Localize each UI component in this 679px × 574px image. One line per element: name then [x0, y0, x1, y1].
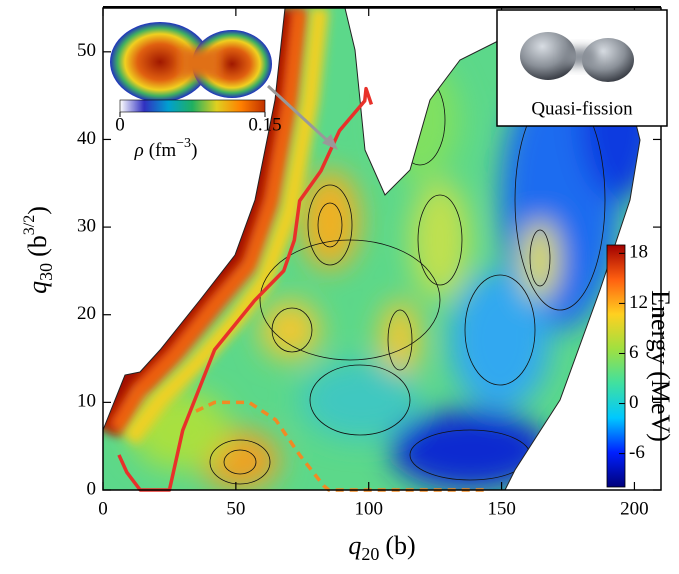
arrow-head	[322, 134, 338, 150]
y-tick-label: 10	[77, 391, 96, 412]
y-label-symbol: q	[23, 281, 52, 294]
colorbar-tick-label: 0	[629, 392, 639, 413]
x-tick-label: 0	[98, 498, 108, 519]
colorbar-label: Energy (MeV)	[646, 290, 675, 442]
y-axis-label: q30 (b3/2)	[21, 206, 56, 294]
density-symbol: ρ	[134, 140, 144, 161]
colorbar-tick-label: 12	[629, 292, 648, 313]
density-label: ρ (fm−3)	[134, 136, 198, 161]
density-tick-label: 0.15	[248, 114, 281, 135]
x-tick-label: 50	[226, 498, 245, 519]
colorbar-ticks: -6 0 6 12 18	[619, 242, 648, 463]
density-unit: (fm	[149, 140, 177, 161]
colorbar-tick-label: 18	[629, 242, 648, 263]
x-tick-label: 100	[354, 498, 383, 519]
x-axis-label: q20 (b)	[348, 531, 415, 564]
density-sup: −3	[176, 136, 191, 151]
density-tick-label: 0	[115, 114, 125, 135]
y-label-sup: 3/2	[21, 215, 38, 235]
y-tick-label: 40	[77, 128, 96, 149]
y-label-unit: (b	[23, 235, 52, 257]
colorbar	[606, 244, 626, 488]
density-colorbar-ticks: 0 0.15	[115, 112, 282, 135]
colorbar-tick-label: 6	[629, 342, 639, 363]
density-inset	[110, 22, 272, 113]
colorbar-tick-label: -6	[629, 442, 645, 463]
shape-inset	[496, 9, 668, 127]
y-label-close: )	[23, 206, 52, 215]
shape-label: Quasi-fission	[531, 98, 633, 119]
x-tick-label: 200	[620, 498, 649, 519]
pointer-arrow	[266, 84, 332, 145]
x-label-symbol: q	[348, 531, 361, 560]
x-tick-label: 150	[487, 498, 516, 519]
axis-layer: 0 50 100 150 200 0 10 20 30 40 50	[77, 8, 661, 519]
y-tick-label: 50	[77, 40, 96, 61]
y-label-sub: 30	[36, 263, 56, 281]
y-tick-label: 30	[77, 215, 96, 236]
y-tick-label: 0	[87, 478, 97, 499]
y-tick-label: 20	[77, 303, 96, 324]
x-label-unit: (b)	[385, 531, 415, 560]
x-label-sub: 20	[361, 544, 379, 564]
density-close: )	[191, 140, 197, 161]
